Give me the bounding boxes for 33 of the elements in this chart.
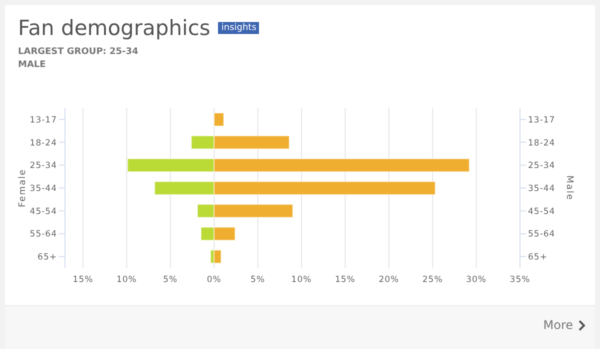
chart-subtitle: LARGEST GROUP: 25-34 MALE <box>18 46 138 72</box>
y-tick-label: 35-44 <box>528 184 556 194</box>
category-label: 55-64 <box>30 230 57 240</box>
x-tick-label: 15% <box>334 275 356 286</box>
x-tick-label: 30% <box>466 275 487 286</box>
text: insights <box>218 22 260 34</box>
x-tick-label: 10% <box>291 275 312 286</box>
category-label: 13-17 <box>30 115 57 126</box>
x-tick-label: 5% <box>163 275 178 286</box>
bar <box>214 250 222 264</box>
x-tick-label: 15% <box>72 275 94 286</box>
y-tick-label: 55-64 <box>528 230 556 240</box>
category-label: 65+ <box>38 252 57 263</box>
text: More <box>543 318 573 332</box>
y2-axis-title: Male <box>564 175 574 201</box>
category-label: 45-54 <box>30 206 57 217</box>
x-tick-label: 5% <box>250 275 266 286</box>
x-tick-label: 35% <box>510 275 530 286</box>
y-tick-label: 13-17 <box>528 115 556 126</box>
x-tick-label: 10% <box>116 275 137 286</box>
chart-title: Fan demographics <box>18 16 210 40</box>
y-tick-label: 65+ <box>528 252 548 263</box>
y-tick-label: 25-34 <box>528 161 556 172</box>
bar <box>214 112 224 126</box>
y-tick-label: 45-54 <box>528 206 556 217</box>
category-label: 35-44 <box>30 184 57 194</box>
y-axis-title: Female <box>18 168 28 208</box>
x-tick-label: 25% <box>422 275 443 286</box>
x-tick-label: 20% <box>378 275 400 286</box>
category-label: 25-34 <box>30 161 57 172</box>
category-label: 18-24 <box>30 138 57 148</box>
x-tick-label: 0% <box>206 275 222 286</box>
y-tick-label: 18-24 <box>528 138 556 148</box>
